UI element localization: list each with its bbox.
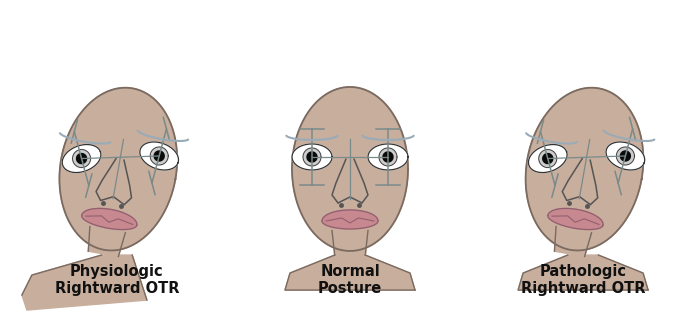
Polygon shape bbox=[76, 154, 87, 164]
Polygon shape bbox=[140, 142, 178, 170]
Polygon shape bbox=[62, 144, 101, 173]
Polygon shape bbox=[73, 149, 90, 167]
Polygon shape bbox=[154, 151, 164, 161]
Polygon shape bbox=[554, 227, 591, 257]
Polygon shape bbox=[526, 88, 643, 251]
Polygon shape bbox=[150, 147, 168, 165]
Polygon shape bbox=[383, 152, 393, 162]
Polygon shape bbox=[332, 230, 368, 255]
Polygon shape bbox=[292, 144, 332, 170]
Text: Physiologic
Rightward OTR: Physiologic Rightward OTR bbox=[55, 264, 179, 296]
Polygon shape bbox=[285, 255, 415, 290]
Polygon shape bbox=[518, 255, 648, 290]
Polygon shape bbox=[88, 227, 125, 257]
Polygon shape bbox=[542, 154, 553, 164]
Polygon shape bbox=[548, 209, 603, 229]
Polygon shape bbox=[82, 209, 137, 229]
Polygon shape bbox=[322, 210, 378, 229]
Polygon shape bbox=[528, 144, 567, 173]
Polygon shape bbox=[303, 148, 321, 166]
Polygon shape bbox=[379, 148, 397, 166]
Polygon shape bbox=[60, 88, 177, 251]
Polygon shape bbox=[617, 147, 634, 165]
Polygon shape bbox=[606, 142, 645, 170]
Text: Pathologic
Rightward OTR: Pathologic Rightward OTR bbox=[521, 264, 645, 296]
Polygon shape bbox=[539, 149, 556, 167]
Polygon shape bbox=[307, 152, 317, 162]
Polygon shape bbox=[22, 255, 147, 310]
Polygon shape bbox=[620, 151, 631, 161]
Text: Normal
Posture: Normal Posture bbox=[318, 264, 382, 296]
Polygon shape bbox=[292, 87, 408, 251]
Polygon shape bbox=[368, 144, 408, 170]
